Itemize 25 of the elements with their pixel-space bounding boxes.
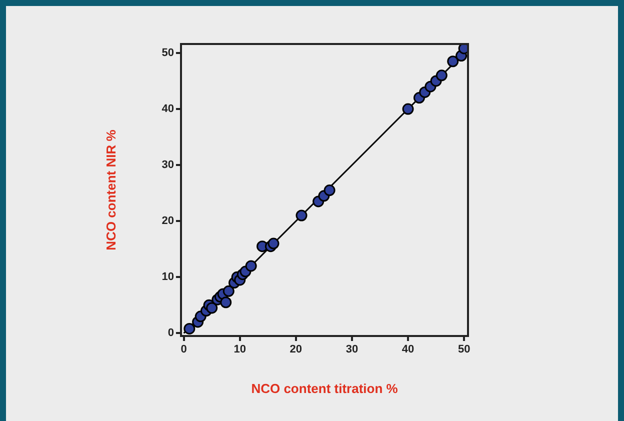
point bbox=[402, 103, 414, 115]
y-tick-label: 50 bbox=[162, 47, 174, 59]
point bbox=[206, 302, 218, 314]
x-tick-label: 30 bbox=[346, 344, 358, 356]
point bbox=[324, 184, 336, 196]
point bbox=[436, 70, 448, 82]
x-axis-title: NCO content titration % bbox=[251, 380, 398, 396]
y-tick-label: 40 bbox=[162, 103, 174, 116]
x-tick-label: 0 bbox=[180, 344, 187, 356]
point bbox=[184, 322, 196, 334]
point bbox=[268, 238, 280, 250]
y-tick-label: 0 bbox=[168, 327, 174, 340]
x-tick-label: 40 bbox=[402, 344, 414, 356]
x-tick-label: 10 bbox=[234, 344, 246, 356]
point bbox=[296, 210, 308, 222]
y-axis-title: NCO content NIR % bbox=[103, 129, 118, 250]
y-tick-label: 20 bbox=[162, 215, 174, 228]
point bbox=[245, 260, 257, 272]
y-tick-label: 30 bbox=[162, 159, 174, 172]
point bbox=[220, 296, 232, 308]
point bbox=[447, 56, 459, 68]
point bbox=[222, 285, 234, 297]
x-tick-label: 50 bbox=[458, 344, 470, 356]
x-tick-label: 20 bbox=[290, 344, 302, 356]
y-tick-label: 10 bbox=[162, 271, 174, 284]
